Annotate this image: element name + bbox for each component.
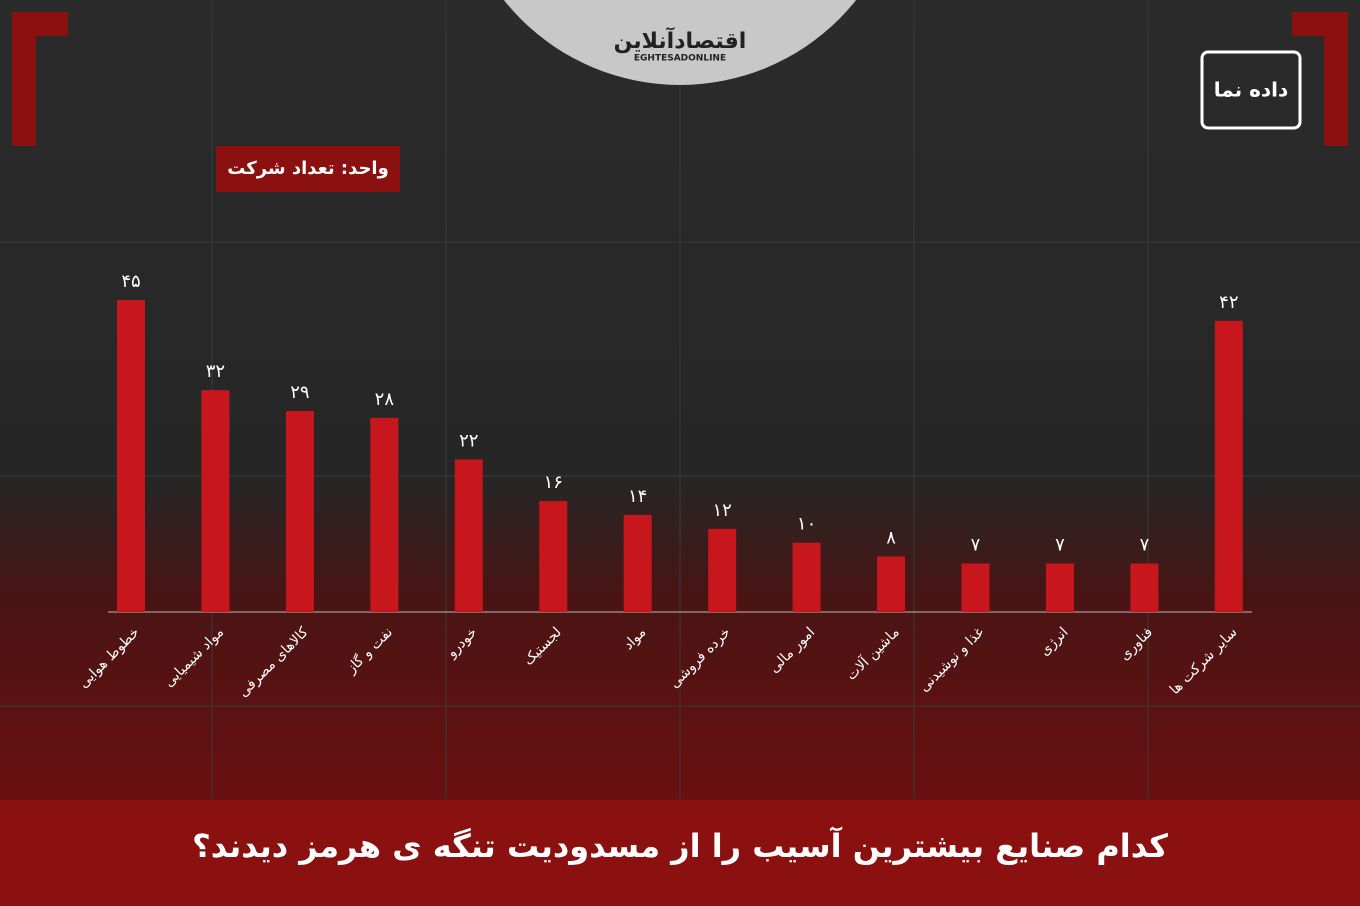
bar bbox=[708, 528, 737, 612]
value-label: ۷ bbox=[1140, 534, 1150, 555]
logo-disc bbox=[503, 0, 857, 85]
value-label: ۲۸ bbox=[375, 389, 395, 410]
value-label: ۲۲ bbox=[459, 430, 478, 451]
bar bbox=[1214, 320, 1243, 612]
chart-title: کدام صنایع بیشترین آسیب را از مسدودیت تن… bbox=[192, 826, 1168, 865]
corner-bracket bbox=[1292, 12, 1348, 146]
logo: اقتصادآنلاین bbox=[614, 26, 747, 54]
value-label: ۷ bbox=[971, 534, 981, 555]
value-label: ۲۹ bbox=[290, 382, 309, 403]
bar bbox=[877, 556, 906, 612]
brand: داده نما bbox=[1214, 78, 1289, 102]
decor-grid bbox=[0, 0, 1360, 800]
value-label: ۸ bbox=[886, 528, 896, 549]
bar bbox=[201, 390, 230, 612]
value-label: ۱۲ bbox=[712, 500, 731, 521]
bar bbox=[623, 514, 652, 612]
bar bbox=[1045, 563, 1074, 612]
bar bbox=[285, 410, 314, 612]
bar bbox=[454, 459, 483, 612]
value-label: ۴۲ bbox=[1219, 292, 1238, 313]
bar bbox=[370, 417, 399, 612]
value-label: ۷ bbox=[1055, 534, 1065, 555]
value-label: ۱۶ bbox=[544, 472, 563, 493]
unit-label: واحد: تعداد شرکت bbox=[227, 158, 389, 179]
corner-bracket bbox=[12, 12, 68, 146]
bar bbox=[792, 542, 821, 612]
title-band bbox=[0, 800, 1360, 906]
brand-frame bbox=[1200, 50, 1302, 130]
value-label: ۴۵ bbox=[121, 271, 140, 292]
value-label: ۱۰ bbox=[797, 514, 816, 535]
unit-box bbox=[216, 146, 400, 192]
value-label: ۳۲ bbox=[206, 361, 225, 382]
bar bbox=[117, 300, 145, 612]
bar bbox=[539, 501, 568, 612]
value-label: ۱۴ bbox=[628, 486, 647, 507]
bar bbox=[961, 563, 990, 612]
logo-latin: EGHTESADONLINE bbox=[634, 54, 726, 64]
bar bbox=[1130, 563, 1159, 612]
